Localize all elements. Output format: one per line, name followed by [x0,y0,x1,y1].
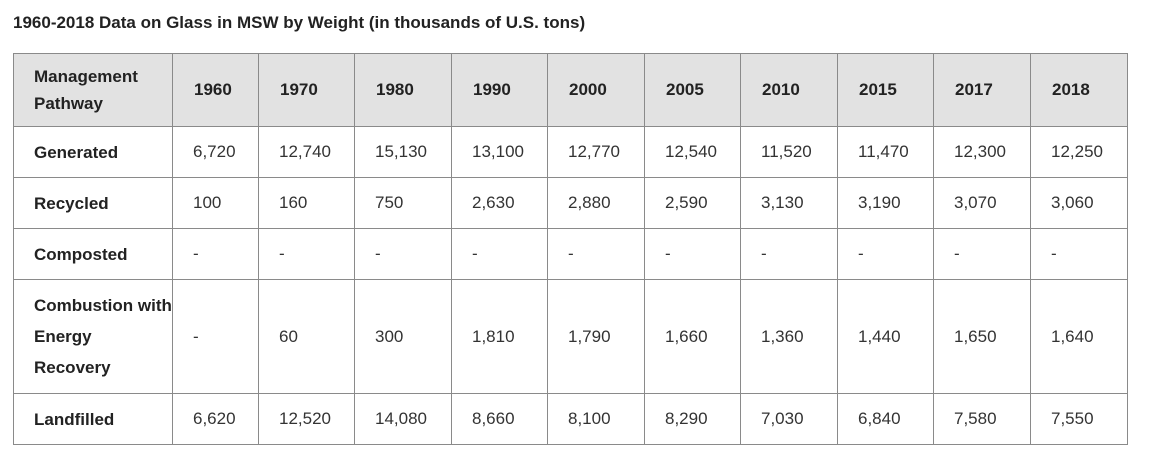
table-cell: - [933,228,1031,280]
table-row-generated: Generated 6,720 12,740 15,130 13,100 12,… [13,126,1128,178]
table-cell: 1,360 [740,279,838,394]
table-cell: 11,470 [837,126,934,178]
table-cell: 1,810 [451,279,548,394]
table-cell: 6,620 [172,393,259,445]
table-cell: 6,840 [837,393,934,445]
row-label: Combustion with Energy Recovery [13,279,173,394]
table-cell: 12,770 [547,126,645,178]
table-cell: 6,720 [172,126,259,178]
column-header-year: 1980 [354,53,452,127]
column-header-year: 2010 [740,53,838,127]
table-cell: 8,660 [451,393,548,445]
column-header-year: 2005 [644,53,741,127]
table-cell: 12,540 [644,126,741,178]
table-cell: 3,190 [837,177,934,229]
table-cell: 8,290 [644,393,741,445]
column-header-year: 2015 [837,53,934,127]
table-cell: 7,550 [1030,393,1128,445]
table-cell: 750 [354,177,452,229]
table-row-recycled: Recycled 100 160 750 2,630 2,880 2,590 3… [13,177,1128,229]
table-cell: 2,590 [644,177,741,229]
table-cell: - [547,228,645,280]
table-cell: 13,100 [451,126,548,178]
table-cell: 60 [258,279,355,394]
table-row-composted: Composted - - - - - - - - - - [13,228,1128,280]
table-cell: 1,790 [547,279,645,394]
table-cell: 3,130 [740,177,838,229]
table-cell: - [451,228,548,280]
table-cell: 1,660 [644,279,741,394]
table-cell: 2,630 [451,177,548,229]
row-label: Generated [13,126,173,178]
table-row-combustion: Combustion with Energy Recovery - 60 300… [13,279,1128,394]
table-cell: 1,440 [837,279,934,394]
column-header-management-pathway: Management Pathway [13,53,173,127]
table-cell: 15,130 [354,126,452,178]
table-cell: 1,650 [933,279,1031,394]
table-cell: - [172,279,259,394]
table-cell: 12,250 [1030,126,1128,178]
table-row-landfilled: Landfilled 6,620 12,520 14,080 8,660 8,1… [13,393,1128,445]
table-cell: 160 [258,177,355,229]
table-cell: 7,030 [740,393,838,445]
table-cell: 12,520 [258,393,355,445]
row-label: Composted [13,228,173,280]
table-cell: - [837,228,934,280]
row-label: Recycled [13,177,173,229]
column-header-year: 2000 [547,53,645,127]
table-cell: - [644,228,741,280]
column-header-year: 2018 [1030,53,1128,127]
table-cell: 3,060 [1030,177,1128,229]
table-cell: - [172,228,259,280]
table-cell: 12,740 [258,126,355,178]
table-cell: 3,070 [933,177,1031,229]
column-header-year: 1990 [451,53,548,127]
table-cell: - [1030,228,1128,280]
column-header-year: 2017 [933,53,1031,127]
table-cell: 8,100 [547,393,645,445]
column-header-year: 1960 [172,53,259,127]
row-label: Landfilled [13,393,173,445]
table-cell: 300 [354,279,452,394]
table-cell: 1,640 [1030,279,1128,394]
table-cell: 12,300 [933,126,1031,178]
table-cell: 2,880 [547,177,645,229]
table-cell: - [354,228,452,280]
table-cell: - [740,228,838,280]
table-cell: - [258,228,355,280]
glass-msw-table: Management Pathway 1960 1970 1980 1990 2… [13,53,1128,445]
table-title: 1960-2018 Data on Glass in MSW by Weight… [13,13,586,32]
column-header-year: 1970 [258,53,355,127]
table-cell: 11,520 [740,126,838,178]
table-cell: 7,580 [933,393,1031,445]
table-cell: 100 [172,177,259,229]
table-cell: 14,080 [354,393,452,445]
header-row: Management Pathway 1960 1970 1980 1990 2… [13,53,1128,127]
